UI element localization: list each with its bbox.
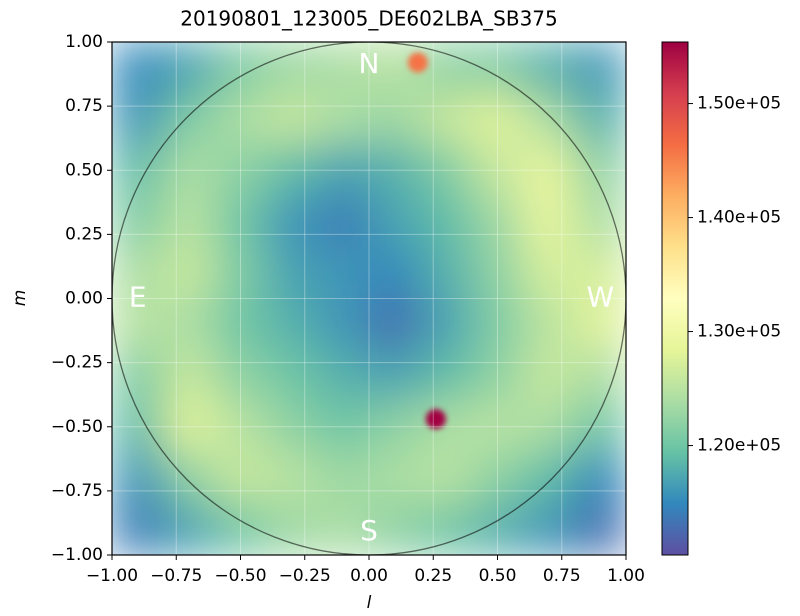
- y-axis-label: m: [10, 290, 30, 307]
- heatmap-cell: [369, 298, 421, 350]
- annotation: N: [359, 47, 380, 80]
- heatmap-cell: [369, 195, 421, 247]
- colorbar-tick-label: 1.30e+05: [697, 322, 781, 342]
- heatmap-cell: [266, 298, 318, 350]
- annotation: E: [129, 281, 147, 314]
- heatmap-cell: [266, 195, 318, 247]
- heatmap-cell: [317, 247, 369, 299]
- heatmap-cell: [163, 349, 215, 401]
- y-tick-label: −0.75: [51, 481, 103, 501]
- chart: 20190801_123005_DE602LBA_SB375 l m N E W S −…: [0, 0, 800, 612]
- heatmap-cell: [112, 503, 164, 555]
- y-tick-label: 0.25: [65, 224, 103, 244]
- heatmap-cell: [163, 247, 215, 299]
- heatmap-cell: [523, 298, 575, 350]
- heatmap-cell: [369, 349, 421, 401]
- heatmap-cell: [112, 42, 164, 94]
- heatmap-cell: [112, 93, 164, 145]
- heatmap-cell: [420, 93, 472, 145]
- heatmap-cell: [163, 42, 215, 94]
- heatmap-cell: [317, 349, 369, 401]
- y-tick-label: −1.00: [51, 545, 103, 565]
- heatmap-cell: [317, 93, 369, 145]
- heatmap-cell: [523, 503, 575, 555]
- heatmap-cell: [369, 452, 421, 504]
- heatmap-cell: [369, 247, 421, 299]
- heatmap-cell: [523, 247, 575, 299]
- heatmap-cell: [163, 195, 215, 247]
- heatmap-cell: [574, 503, 626, 555]
- heatmap-cell: [420, 349, 472, 401]
- colorbar: [662, 42, 688, 555]
- heatmap-cell: [420, 195, 472, 247]
- heatmap-cell: [523, 93, 575, 145]
- colorbar-tick-label: 1.20e+05: [697, 436, 781, 456]
- heatmap-cell: [523, 349, 575, 401]
- heatmap-cell: [574, 93, 626, 145]
- heatmap-cell: [523, 42, 575, 94]
- heatmap-cell: [317, 195, 369, 247]
- heatmap-cell: [266, 452, 318, 504]
- source: [408, 53, 428, 73]
- heatmap-cell: [317, 298, 369, 350]
- x-tick-label: 0.25: [414, 566, 452, 586]
- y-tick-label: 0.50: [65, 160, 103, 180]
- heatmap-cell: [369, 93, 421, 145]
- heatmap-cell: [574, 42, 626, 94]
- heatmap-cell: [420, 452, 472, 504]
- x-tick-label: −0.25: [279, 566, 331, 586]
- annotation: W: [586, 281, 614, 314]
- heatmap-cell: [266, 349, 318, 401]
- x-tick-label: 0.00: [350, 566, 388, 586]
- heatmap-cell: [523, 452, 575, 504]
- colorbar-tick-label: 1.50e+05: [697, 94, 781, 114]
- heatmap-cell: [420, 298, 472, 350]
- heatmap-cell: [266, 247, 318, 299]
- heatmap-cell: [163, 298, 215, 350]
- x-tick-label: 1.00: [607, 566, 645, 586]
- y-tick-label: 1.00: [65, 32, 103, 52]
- heatmap-cell: [523, 195, 575, 247]
- x-tick-label: −0.75: [150, 566, 202, 586]
- y-tick-label: −0.25: [51, 353, 103, 373]
- y-tick-label: −0.50: [51, 417, 103, 437]
- x-tick-label: −1.00: [86, 566, 138, 586]
- source: [426, 409, 446, 429]
- x-axis-label: l: [367, 593, 372, 612]
- page: {"chart_data": {"type": "heatmap", "titl…: [0, 0, 800, 616]
- x-tick-label: −0.50: [214, 566, 266, 586]
- x-tick-label: 0.50: [479, 566, 517, 586]
- heatmap-cell: [163, 93, 215, 145]
- colorbar-tick-label: 1.40e+05: [697, 208, 781, 228]
- heatmap-cell: [266, 93, 318, 145]
- heatmap-cell: [112, 452, 164, 504]
- heatmap-cell: [574, 452, 626, 504]
- x-tick-label: 0.75: [543, 566, 581, 586]
- heatmap-cell: [317, 452, 369, 504]
- chart-title: 20190801_123005_DE602LBA_SB375: [180, 7, 558, 31]
- y-tick-label: 0.75: [65, 96, 103, 116]
- annotation: S: [360, 514, 378, 547]
- heatmap-cell: [420, 247, 472, 299]
- y-tick-label: 0.00: [65, 289, 103, 309]
- heatmap-cell: [163, 452, 215, 504]
- heatmap-cell: [163, 503, 215, 555]
